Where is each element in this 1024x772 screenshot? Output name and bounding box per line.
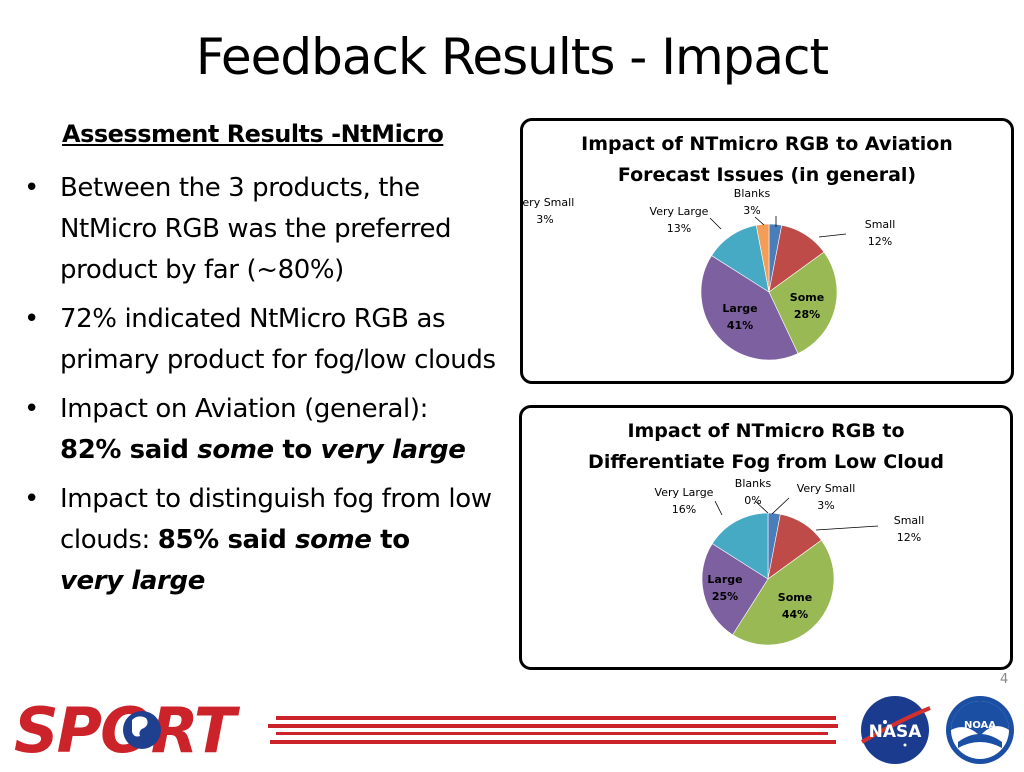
pie-svg: Very Small 3% Small 12% Some 44% Large 25% Very … — [655, 477, 925, 646]
bullet-item: • Impact to distinguish fog from low clo… — [24, 479, 504, 602]
slice-label: Large — [722, 302, 757, 315]
leader-line — [771, 497, 790, 515]
slice-label: Some — [778, 591, 812, 604]
noaa-logo: NOAA — [946, 696, 1014, 764]
chart-title-line: Impact of NTmicro RGB to Aviation — [581, 133, 953, 155]
pie-slice-large — [700, 255, 799, 361]
chart-title: Impact of NTmicro RGB to Differentiate F… — [522, 416, 1010, 478]
bullet-text: 72% indicated NtMicro RGB as primary pro… — [60, 304, 496, 375]
slice-value-label: 25% — [712, 590, 738, 603]
slice-label: Small — [894, 514, 925, 527]
footer: SPORT NASA NOAA — [0, 690, 1024, 768]
pie-slice-very-large — [711, 224, 770, 293]
sport-logo: SPORT — [14, 694, 243, 767]
bullet-glyph: • — [24, 304, 39, 334]
bullet-text: Impact on Aviation (general): — [60, 394, 428, 424]
slice-label: Some — [790, 291, 824, 304]
bullet-item: • Impact on Aviation (general): 82% said… — [24, 389, 504, 471]
pie-svg: Very Small 3% Small 12% Some 28% Large 41% Very … — [523, 187, 896, 361]
page-number: 4 — [1000, 672, 1009, 687]
leader-line — [754, 500, 769, 514]
slice-value-label: 0% — [744, 494, 761, 507]
bullet-bold-italic: some — [295, 525, 372, 555]
bullet-bold: to — [371, 525, 410, 555]
slice-label: Very Small — [797, 482, 856, 495]
section-heading: Assessment Results -NtMicro — [62, 120, 444, 148]
slice-value-label: 3% — [817, 499, 834, 512]
leader-line — [754, 216, 765, 226]
pie-slice-blanks — [755, 223, 770, 293]
pie-slice-some — [732, 539, 835, 646]
bullet-item: • 72% indicated NtMicro RGB as primary p… — [24, 299, 504, 381]
pie-chart-fog: Impact of NTmicro RGB to Differentiate F… — [519, 405, 1013, 670]
leader-line — [815, 525, 879, 531]
slice-label: Blanks — [735, 477, 772, 490]
slice-value-label: 3% — [743, 204, 760, 217]
bullet-text: Between the 3 products, the NtMicro RGB … — [60, 173, 452, 285]
slice-label: Small — [865, 218, 896, 231]
bullet-bold-italic: some — [197, 435, 274, 465]
slice-value-label: 12% — [868, 235, 892, 248]
bullet-item: • Between the 3 products, the NtMicro RG… — [24, 168, 504, 291]
slice-value-label: 16% — [672, 503, 696, 516]
slice-value-label: 41% — [727, 319, 753, 332]
noaa-logo-text: NOAA — [964, 720, 996, 731]
chart-title-line: Impact of NTmicro RGB to — [627, 420, 905, 442]
footer-stripes — [268, 716, 838, 744]
bullet-bold-italic: very large — [320, 435, 466, 465]
bullet-glyph: • — [24, 173, 39, 203]
slice-value-label: 44% — [782, 608, 808, 621]
pie-chart-aviation: Impact of NTmicro RGB to Aviation Foreca… — [520, 118, 1014, 384]
slice-value-label: 12% — [897, 531, 921, 544]
leader-line — [818, 233, 847, 238]
nasa-logo-text: NASA — [869, 722, 923, 742]
bullet-glyph: • — [24, 394, 39, 424]
pie-slice-large — [701, 543, 769, 636]
slice-value-label: 28% — [794, 308, 820, 321]
chart-title-line: Differentiate Fog from Low Cloud — [588, 451, 944, 473]
bullet-list: • Between the 3 products, the NtMicro RG… — [24, 168, 504, 610]
leader-line — [709, 217, 722, 230]
bullet-bold: 82% said — [60, 435, 198, 465]
chart-title-line: Forecast Issues (in general) — [617, 164, 917, 186]
bullet-bold: to — [273, 435, 321, 465]
bullet-text: Impact to distinguish fog from low cloud… — [60, 484, 492, 555]
slice-value-label: 13% — [667, 222, 691, 235]
slice-label: Very Small — [523, 196, 574, 209]
bullet-bold-italic: very large — [60, 566, 205, 596]
slice-label: Blanks — [734, 187, 771, 200]
slide-title: Feedback Results - Impact — [195, 28, 829, 86]
leader-line — [714, 500, 723, 516]
slice-label: Very Large — [650, 205, 709, 218]
slice-label: Large — [707, 573, 742, 586]
slice-label: Very Large — [655, 486, 714, 499]
nasa-logo: NASA — [860, 696, 931, 764]
bullet-glyph: • — [24, 484, 39, 514]
chart-title: Impact of NTmicro RGB to Aviation Foreca… — [523, 129, 1011, 191]
pie-slice-some — [768, 251, 838, 354]
pie-slice-very-large — [711, 512, 769, 580]
bullet-bold: 85% said — [157, 525, 296, 555]
slice-value-label: 3% — [536, 213, 553, 226]
